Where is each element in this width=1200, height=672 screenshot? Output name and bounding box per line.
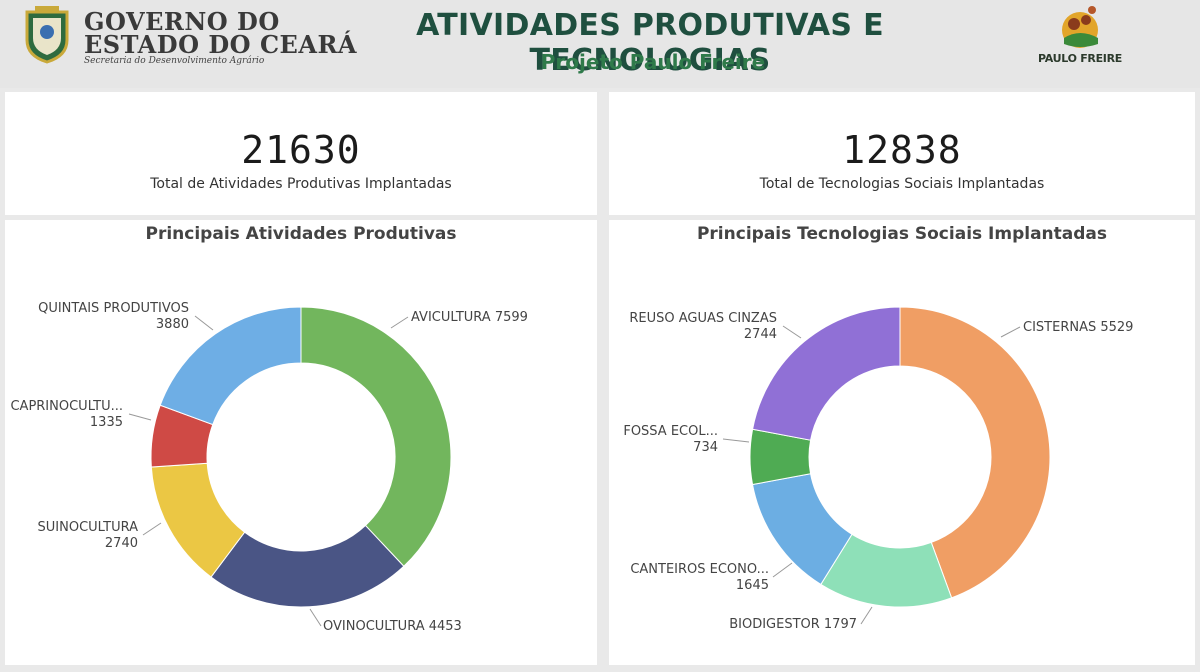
label-value-canteiros-economicos: 1645 xyxy=(736,578,769,593)
slice-avicultura[interactable] xyxy=(300,306,452,567)
label-name-fossa-ecologica: FOSSA ECOL... xyxy=(623,424,718,439)
page-title: ATIVIDADES PRODUTIVAS E TECNOLOGIAS xyxy=(416,8,884,78)
label-value-fossa-ecologica: 734 xyxy=(693,440,718,455)
leader-line-ovinocultura xyxy=(309,608,322,627)
chart-card-tecnologias: Principais Tecnologias Sociais Implantad… xyxy=(609,220,1195,665)
slice-quintais-produtivos[interactable] xyxy=(159,306,302,426)
chart-title-tecnologias: Principais Tecnologias Sociais Implantad… xyxy=(696,224,1108,244)
leader-line-reuso-aguas-cinzas xyxy=(782,325,802,339)
label-name-canteiros-economicos: CANTEIROS ECONO... xyxy=(630,562,769,577)
slice-reuso-aguas-cinzas[interactable] xyxy=(751,306,901,441)
header-bar: GOVERNO DO ESTADO DO CEARÁ Secretaria do… xyxy=(0,0,1200,88)
label-name-suinocultura: SUINOCULTURA xyxy=(38,520,139,535)
donut-chart-atividades: AVICULTURA 7599 OVINOCULTURA 4453 SUINOCUL… xyxy=(10,301,528,634)
label-biodigestor: BIODIGESTOR 1797 xyxy=(729,617,857,632)
gov-secretariat: Secretaria do Desenvolvimento Agrário xyxy=(84,56,265,66)
kpi-label-tecnologias: Total de Tecnologias Sociais Implantadas xyxy=(759,176,1045,192)
paulo-freire-logo-icon xyxy=(1062,6,1098,48)
label-value-reuso-aguas-cinzas: 2744 xyxy=(744,327,777,342)
label-value-caprinocultura: 1335 xyxy=(90,415,123,430)
leader-line-cisternas xyxy=(1000,326,1021,338)
leader-line-caprinocultura xyxy=(128,413,152,421)
leader-line-canteiros-economicos xyxy=(772,562,793,578)
chart-title-atividades: Principais Atividades Produtivas xyxy=(145,224,457,244)
leader-line-quintais-produtivos xyxy=(194,315,214,331)
label-cisternas: CISTERNAS 5529 xyxy=(1023,320,1133,335)
gov-line-1: GOVERNO DO xyxy=(84,7,280,36)
leader-line-fossa-ecologica xyxy=(722,438,750,443)
kpi-label-atividades: Total de Atividades Produtivas Implantad… xyxy=(150,176,452,192)
donut-chart-tecnologias: CISTERNAS 5529 BIODIGESTOR 1797 CANTEIROS … xyxy=(623,306,1133,632)
paulo-freire-logo-text: PAULO FREIRE xyxy=(1038,52,1122,65)
label-ovinocultura: OVINOCULTURA 4453 xyxy=(323,619,462,634)
leader-line-suinocultura xyxy=(142,522,162,536)
chart-card-atividades: Principais Atividades Produtivas AVICULT… xyxy=(5,220,597,665)
label-name-caprinocultura: CAPRINOCULTU... xyxy=(10,399,123,414)
leader-line-avicultura xyxy=(390,316,409,329)
label-value-suinocultura: 2740 xyxy=(105,536,138,551)
page-subtitle: Projeto Paulo Freire xyxy=(540,50,766,74)
label-name-quintais-produtivos: QUINTAIS PRODUTIVOS xyxy=(38,301,189,316)
state-coat-of-arms-icon xyxy=(25,6,69,64)
slice-cisternas[interactable] xyxy=(899,306,1051,599)
label-avicultura: AVICULTURA 7599 xyxy=(411,310,528,325)
leader-line-biodigestor xyxy=(860,606,873,625)
kpi-card-atividades: 21630 Total de Atividades Produtivas Imp… xyxy=(5,92,597,215)
label-value-quintais-produtivos: 3880 xyxy=(156,317,189,332)
kpi-card-tecnologias: 12838 Total de Tecnologias Sociais Impla… xyxy=(609,92,1195,215)
gov-line-2: ESTADO DO CEARÁ xyxy=(84,30,358,59)
kpi-value-tecnologias: 12838 xyxy=(842,128,962,172)
kpi-value-atividades: 21630 xyxy=(241,128,361,172)
label-name-reuso-aguas-cinzas: REUSO AGUAS CINZAS xyxy=(629,311,777,326)
